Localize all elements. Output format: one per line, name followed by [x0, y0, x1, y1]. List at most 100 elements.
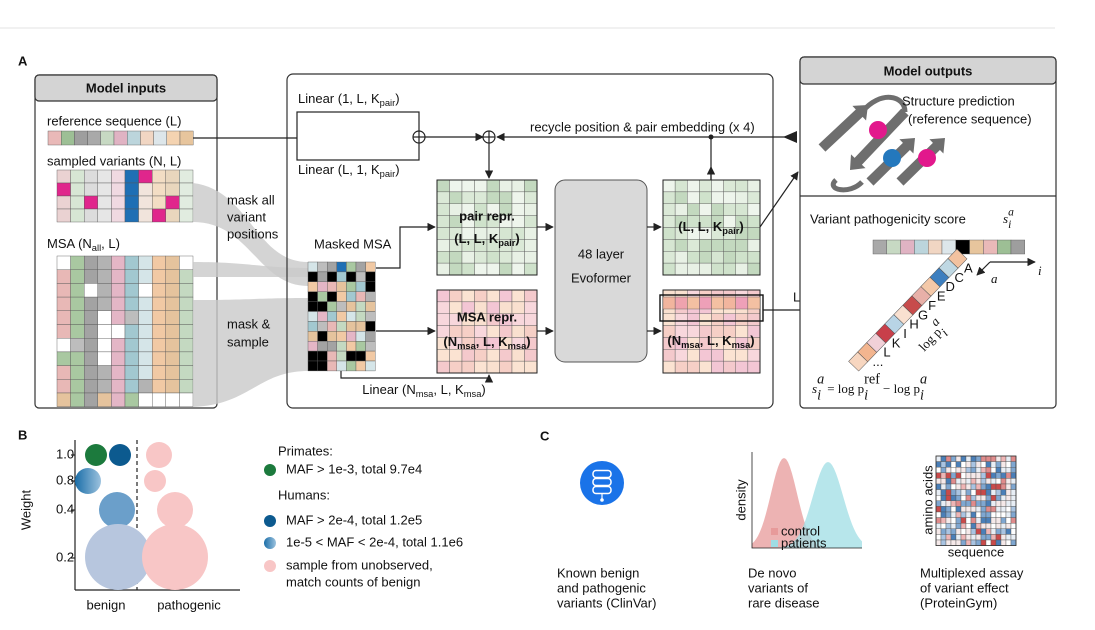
msa-repr-cell	[436, 301, 450, 314]
masked-cell	[336, 321, 347, 332]
heatmap-cell	[940, 539, 947, 546]
heatmap-cell	[1000, 517, 1007, 524]
heatmap-cell	[995, 489, 1002, 496]
msa-out-cell	[674, 360, 688, 374]
msa-out-cell	[699, 313, 712, 326]
heatmap-cell	[1010, 517, 1017, 524]
pair-out-cell	[747, 227, 761, 240]
variant-cell	[124, 182, 139, 197]
pair-out-cell	[674, 251, 688, 264]
masked-cell	[317, 360, 328, 372]
masked-cell	[355, 291, 366, 302]
msa-out-cell	[662, 360, 676, 374]
heatmap-cell	[980, 483, 987, 490]
label-part: Linear (1, L, K	[298, 91, 380, 106]
pair-out-cell	[674, 191, 688, 204]
msa-repr-cell	[524, 301, 538, 314]
pair-out-cell	[747, 239, 761, 252]
msa-cell	[97, 379, 112, 394]
heatmap-cell	[975, 517, 982, 524]
masked-cell	[355, 271, 366, 282]
pair-out-cell	[699, 262, 712, 276]
pair-repr-cell	[436, 179, 450, 193]
msa-repr-cell	[436, 360, 450, 374]
sequence-cell	[140, 130, 154, 146]
heatmap-cell	[990, 523, 997, 530]
heatmap-cell	[980, 478, 987, 485]
masked-cell	[307, 301, 318, 312]
row-highlight	[659, 294, 764, 322]
heatmap-cell	[1005, 528, 1012, 535]
heatmap-cell	[995, 455, 1002, 462]
score-seq-cell	[969, 239, 984, 255]
score-cell	[848, 351, 869, 372]
masked-cell	[365, 271, 376, 282]
heatmap-cell	[985, 500, 992, 507]
msa-out-cell	[662, 313, 676, 326]
heatmap-cell	[980, 500, 987, 507]
score-column	[848, 248, 968, 372]
heatmap-cell	[990, 517, 997, 524]
heatmap-cell	[965, 500, 972, 507]
weight-bubble	[99, 492, 135, 528]
heatmap-cell	[940, 472, 947, 479]
masked-cell	[336, 331, 347, 342]
masked-cell	[327, 360, 338, 372]
heatmap-cell	[940, 461, 947, 468]
legend-dot	[264, 560, 276, 572]
amino-acid: D	[946, 279, 955, 294]
residue	[918, 149, 936, 167]
label-part: pair	[498, 238, 516, 248]
heatmap-cell	[980, 461, 987, 468]
pair-repr-cell	[474, 179, 488, 193]
pair-out-cell	[735, 251, 749, 264]
heatmap-cell	[1000, 506, 1007, 513]
amino-acid: G	[918, 307, 928, 322]
pair-out-cell	[735, 262, 749, 276]
label: reference sequence (L)	[47, 113, 181, 128]
score-seq-cell	[914, 239, 929, 255]
variant-cell	[83, 208, 98, 223]
panel-label: C	[540, 428, 550, 443]
msa-cell	[97, 338, 112, 353]
msa-out-cell	[687, 313, 700, 326]
label-part: pair	[380, 169, 396, 179]
msa-repr-cell	[474, 360, 488, 374]
heatmap-cell	[985, 483, 992, 490]
heatmap-cell	[1010, 489, 1017, 496]
pair-repr-cell	[499, 251, 513, 264]
masked-cell	[317, 291, 328, 302]
heatmap-cell	[1000, 523, 1007, 530]
masked-cell	[307, 311, 318, 322]
heatmap-cell	[965, 483, 972, 490]
pair-out-cell	[747, 251, 761, 264]
heatmap-cell	[980, 489, 987, 496]
heatmap-cell	[960, 489, 967, 496]
heatmap-cell	[995, 483, 1002, 490]
msa-cell	[151, 365, 166, 380]
masked-cell	[355, 331, 366, 342]
heatmap-cell	[970, 528, 977, 535]
pair-repr-cell	[449, 251, 463, 264]
heatmap-cell	[990, 455, 997, 462]
msa-cell	[83, 351, 98, 366]
score-seq-cell	[886, 239, 901, 255]
heatmap-cell	[935, 461, 942, 468]
msa-cell	[165, 392, 180, 407]
variant-cell	[138, 182, 153, 197]
heatmap-cell	[985, 534, 992, 541]
msa-cell	[111, 283, 126, 298]
masked-cell	[355, 350, 366, 362]
pair-repr-cell	[511, 251, 525, 264]
pair-out-cell	[687, 239, 700, 252]
msa-cell	[151, 283, 166, 298]
label-part: , L, K	[700, 333, 732, 348]
weight-bubble	[109, 444, 131, 466]
pair-out-cell	[687, 262, 700, 276]
funnel	[193, 183, 308, 286]
masked-cell	[336, 281, 347, 292]
variant-cell	[124, 195, 139, 210]
msa-cell	[124, 392, 139, 407]
heatmap-cell	[950, 523, 957, 530]
math-sup: a	[920, 372, 927, 388]
